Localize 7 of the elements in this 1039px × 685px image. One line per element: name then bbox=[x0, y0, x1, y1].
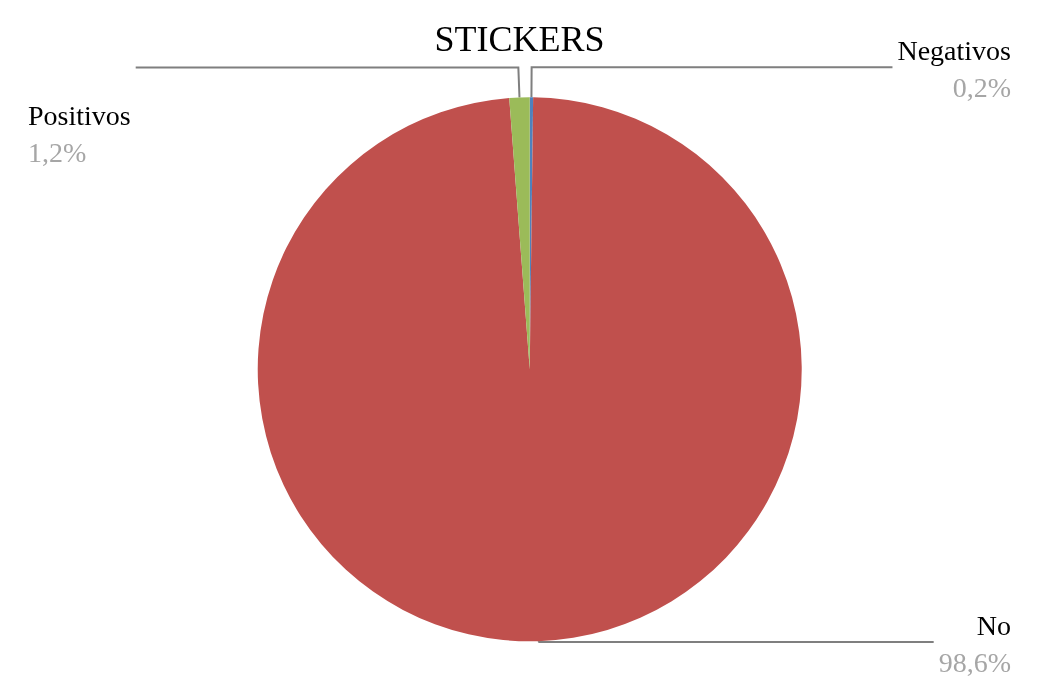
chart-title: STICKERS bbox=[434, 19, 605, 59]
data-label: 1,2% bbox=[28, 136, 87, 168]
data-label: 98,6% bbox=[938, 646, 1011, 678]
slice-label: Positivos bbox=[28, 99, 131, 131]
slice-label: No bbox=[976, 609, 1011, 641]
slice-label: Negativos bbox=[897, 34, 1011, 66]
data-label: 0,2% bbox=[952, 71, 1011, 103]
